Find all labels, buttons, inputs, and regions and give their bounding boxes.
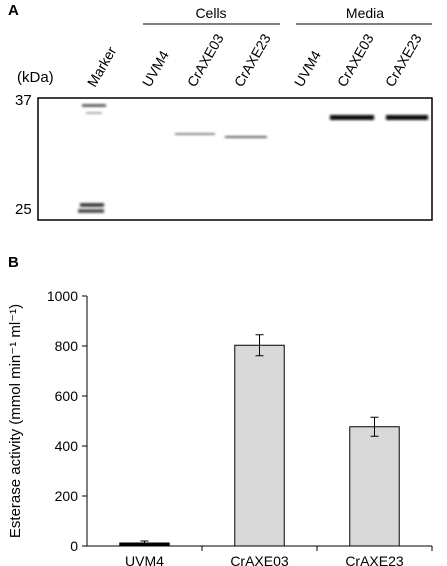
y-tick-label: 800 xyxy=(55,338,79,354)
esterase-bar-chart: 0 200 400 600 800 1000 UVM4 CrAXE03 CrAXE23 Este… xyxy=(7,288,433,566)
bar-craxe03 xyxy=(234,344,285,547)
lane-label-cells-craxe03: CrAXE03 xyxy=(184,31,227,90)
panel-a-label: A xyxy=(8,2,19,19)
y-tick-label: 0 xyxy=(70,538,78,554)
y-tick-label: 1000 xyxy=(47,288,78,304)
lane-label-media-craxe23: CrAXE23 xyxy=(382,31,425,90)
lane-label-media-craxe03: CrAXE03 xyxy=(334,31,377,90)
kda-unit-label: (kDa) xyxy=(17,69,54,86)
lane-label-media-uvm4: UVM4 xyxy=(291,48,324,90)
gel-figure: Cells Media Marker UVM4 CrAXE03 CrAXE23 … xyxy=(15,5,433,221)
y-tick-label: 400 xyxy=(55,438,79,454)
band-media-craxe23 xyxy=(386,115,428,120)
y-tick-label: 600 xyxy=(55,388,79,404)
marker-band-37 xyxy=(82,104,106,107)
lane-label-cells-uvm4: UVM4 xyxy=(139,48,172,90)
x-tick-label: UVM4 xyxy=(125,553,164,566)
band-cells-craxe03 xyxy=(175,133,215,135)
cells-group-label: Cells xyxy=(195,5,226,21)
marker-band-25-upper xyxy=(80,203,104,207)
marker-band-25-lower xyxy=(78,209,104,213)
y-tick-label: 200 xyxy=(55,488,79,504)
band-cells-craxe23 xyxy=(225,136,267,138)
lane-label-cells-craxe23: CrAXE23 xyxy=(231,31,274,90)
marker-band-faint xyxy=(86,112,102,114)
x-tick-label: CrAXE03 xyxy=(230,553,289,566)
lane-label-marker: Marker xyxy=(84,43,120,89)
x-tick-label: CrAXE23 xyxy=(345,553,404,566)
band-media-craxe03 xyxy=(330,115,374,120)
kda-25-label: 25 xyxy=(15,201,32,218)
marker-lane xyxy=(78,104,106,213)
y-axis-label: Esterase activity (mmol min⁻¹ ml⁻¹) xyxy=(7,304,24,538)
panel-b-label: B xyxy=(8,254,19,271)
kda-37-label: 37 xyxy=(15,92,32,109)
media-group-label: Media xyxy=(346,5,384,21)
bar-craxe23 xyxy=(349,426,400,547)
